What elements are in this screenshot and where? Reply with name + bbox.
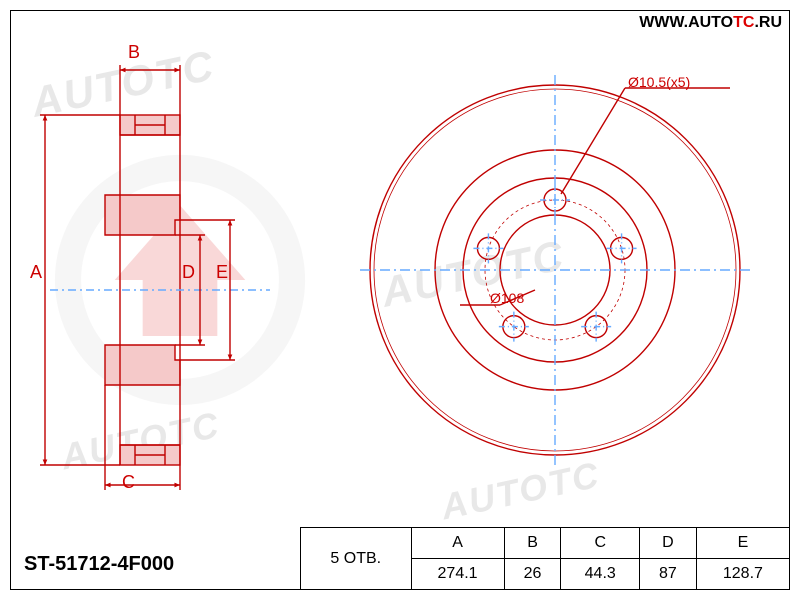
dimension-table: 5 OTB. A B C D E 274.1 26 44.3 87 128.7 — [300, 527, 790, 590]
url-mid: AUTO — [688, 14, 733, 31]
bore-callout: Ø108 — [490, 290, 524, 306]
dim-letter-e: E — [216, 262, 228, 283]
dim-letter-d: D — [182, 262, 195, 283]
col-c: C — [561, 528, 640, 559]
val-d: 87 — [640, 559, 697, 590]
col-b: B — [504, 528, 561, 559]
val-e: 128.7 — [696, 559, 789, 590]
url-suffix: .RU — [754, 14, 782, 31]
col-e: E — [696, 528, 789, 559]
dim-letter-a: A — [30, 262, 42, 283]
dim-letter-b: B — [128, 42, 140, 63]
col-a: A — [411, 528, 504, 559]
val-a: 274.1 — [411, 559, 504, 590]
site-url: WWW.AUTOTC.RU — [639, 14, 782, 32]
part-number: ST-51712-4F000 — [24, 553, 174, 576]
url-prefix: WWW. — [639, 14, 688, 31]
holes-cell: 5 OTB. — [301, 528, 412, 590]
dim-letter-c: C — [122, 472, 135, 493]
url-red: TC — [733, 14, 754, 31]
val-c: 44.3 — [561, 559, 640, 590]
col-d: D — [640, 528, 697, 559]
technical-drawing — [10, 10, 790, 590]
val-b: 26 — [504, 559, 561, 590]
bolt-hole-callout: Ø10.5(x5) — [628, 74, 690, 90]
